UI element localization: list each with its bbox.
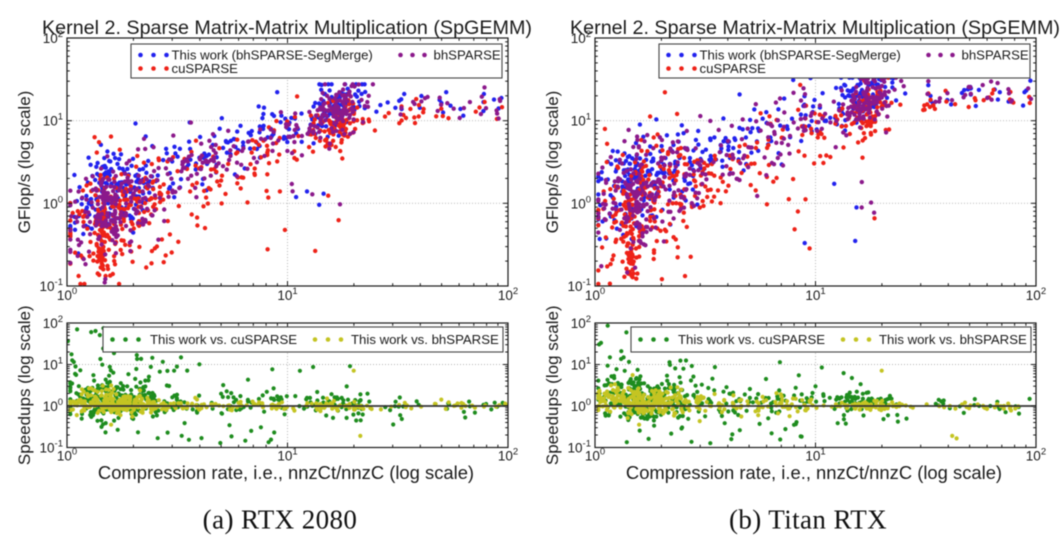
svg-text:cuSPARSE: cuSPARSE [700,61,767,76]
svg-text:Compression rate, i.e., nnzCt/: Compression rate, i.e., nnzCt/nnzC (log … [98,462,474,483]
svg-text:Speedups (log scale): Speedups (log scale) [543,305,562,465]
svg-text:This work vs. bhSPARSE: This work vs. bhSPARSE [351,332,499,347]
svg-text:(b) Titan RTX: (b) Titan RTX [729,505,887,535]
svg-text:GFlop/s (log scale): GFlop/s (log scale) [15,91,34,234]
svg-text:Compression rate, i.e., nnzCt/: Compression rate, i.e., nnzCt/nnzC (log … [626,462,1002,483]
svg-text:This work (bhSPARSE-SegMerge): This work (bhSPARSE-SegMerge) [700,48,901,63]
svg-text:This work vs. cuSPARSE: This work vs. cuSPARSE [150,332,297,347]
svg-text:GFlop/s (log scale): GFlop/s (log scale) [543,91,562,234]
svg-text:bhSPARSE: bhSPARSE [434,48,501,63]
svg-text:Kernel 2. Sparse Matrix-Matrix: Kernel 2. Sparse Matrix-Matrix Multiplic… [42,17,532,39]
svg-text:cuSPARSE: cuSPARSE [172,61,239,76]
svg-text:This work (bhSPARSE-SegMerge): This work (bhSPARSE-SegMerge) [172,48,373,63]
svg-text:Kernel 2. Sparse Matrix-Matrix: Kernel 2. Sparse Matrix-Matrix Multiplic… [570,17,1060,39]
svg-text:Speedups (log scale): Speedups (log scale) [15,305,34,465]
svg-text:This work vs. bhSPARSE: This work vs. bhSPARSE [879,332,1027,347]
svg-text:This work vs. cuSPARSE: This work vs. cuSPARSE [678,332,825,347]
svg-text:(a) RTX 2080: (a) RTX 2080 [203,505,358,535]
svg-text:bhSPARSE: bhSPARSE [962,48,1029,63]
